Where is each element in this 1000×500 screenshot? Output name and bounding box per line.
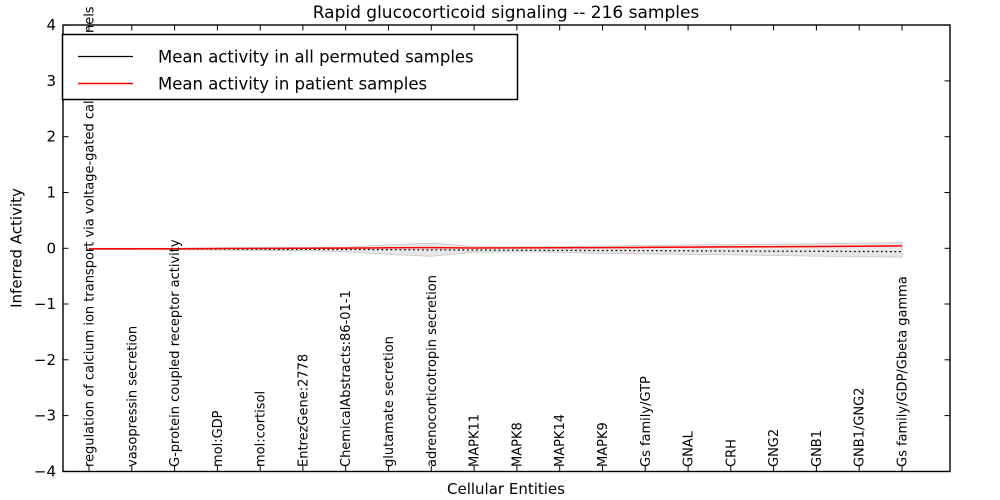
- y-tick-label: −4: [34, 462, 56, 480]
- axis-ticks-layer: [63, 24, 950, 472]
- y-axis-label: Inferred Activity: [7, 188, 25, 308]
- y-tick-label: 0: [46, 239, 56, 257]
- legend-border: [61, 33, 519, 101]
- y-tick-label: −1: [34, 295, 56, 313]
- y-tick-label: −2: [34, 351, 56, 369]
- x-tick-label: MAPK11: [468, 414, 483, 467]
- y-tick-label: 2: [46, 128, 56, 146]
- x-tick-label: Gs family/GTP: [639, 376, 654, 467]
- x-tick-label: GNB1: [810, 430, 825, 467]
- y-tick-labels-layer: 4 3 2 1 0 −1 −2 −3 −4: [34, 16, 56, 480]
- legend-patient-label: Mean activity in patient samples: [158, 75, 427, 94]
- x-tick-label: G-protein coupled receptor activity: [168, 239, 183, 467]
- x-tick-label: mol:cortisol: [254, 391, 269, 467]
- x-tick-label: GNG2: [767, 429, 782, 467]
- x-tick-label: Gs family/GDP/Gbeta gamma: [896, 276, 911, 467]
- y-tick-label: −3: [34, 407, 56, 425]
- patient-mean-line: [89, 245, 903, 250]
- y-tick-label: 4: [46, 16, 56, 34]
- x-tick-label: regulation of calcium ion transport via …: [83, 6, 98, 467]
- x-tick-label: adrenocorticotropin secretion: [425, 275, 440, 467]
- chart-title: Rapid glucocorticoid signaling -- 216 sa…: [313, 3, 700, 23]
- x-tick-label: ChemicalAbstracts:86-01-1: [339, 290, 354, 467]
- series-lines-layer: [89, 245, 903, 253]
- y-tick-label: 1: [46, 184, 56, 202]
- x-tick-label: MAPK9: [596, 422, 611, 467]
- x-tick-label: MAPK14: [553, 414, 568, 467]
- x-tick-label: MAPK8: [510, 422, 525, 467]
- x-tick-label: glutamate secretion: [382, 336, 397, 467]
- y-tick-label: 3: [46, 72, 56, 90]
- x-tick-label: mol:GDP: [211, 410, 226, 467]
- x-tick-label: CRH: [724, 439, 739, 467]
- legend-permuted-label: Mean activity in all permuted samples: [158, 48, 474, 67]
- legend: Mean activity in all permuted samples Me…: [61, 33, 519, 101]
- x-tick-label: GNB1/GNG2: [853, 387, 868, 467]
- x-tick-label: EntrezGene:2778: [296, 354, 311, 467]
- x-axis-label: Cellular Entities: [447, 480, 565, 498]
- x-tick-label: GNAL: [682, 430, 697, 467]
- x-tick-label: vasopressin secretion: [125, 326, 140, 467]
- x-tick-labels-layer: regulation of calcium ion transport via …: [83, 6, 911, 467]
